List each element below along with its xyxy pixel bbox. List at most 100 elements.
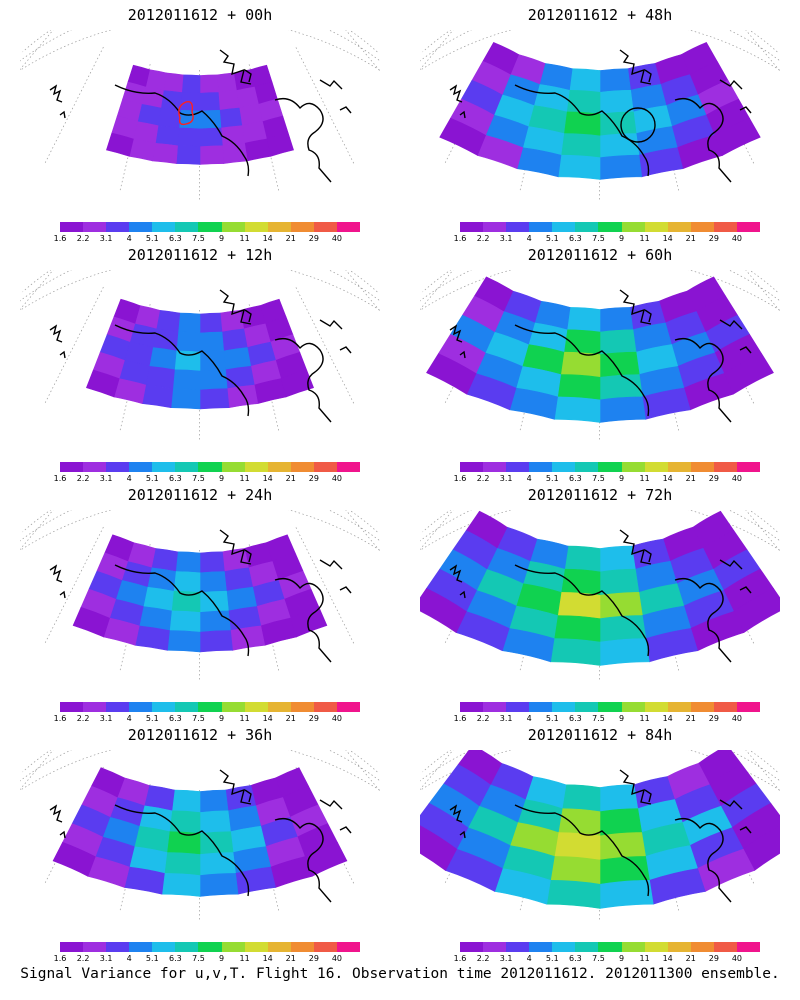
variance-cell <box>217 90 240 111</box>
variance-cell <box>199 369 228 391</box>
colorbar-swatch <box>152 942 176 952</box>
panel-title: 2012011612 + 00h <box>127 6 273 24</box>
observation-circle <box>620 107 656 143</box>
panel-title: 2012011612 + 48h <box>527 6 673 24</box>
colorbar <box>460 222 761 232</box>
panel-title: 2012011612 + 24h <box>127 486 273 504</box>
variance-cell <box>175 331 201 353</box>
coastline-archipelago <box>219 769 252 805</box>
variance-field <box>106 64 294 165</box>
colorbar-swatch <box>644 462 668 472</box>
variance-cell <box>599 374 643 401</box>
colorbar-label: 29 <box>708 954 719 963</box>
variance-cell <box>177 127 201 148</box>
variance-cell <box>599 307 634 333</box>
colorbar-labels: 1.6 2.2 3.1 4 5.1 6.3 7.5 9 11 14 21 29 40 <box>54 234 360 244</box>
colorbar-swatch <box>506 942 530 952</box>
variance-field <box>86 298 314 410</box>
colorbar-swatch <box>713 702 737 712</box>
colorbar-swatch <box>690 222 714 232</box>
panel-title: 2012011612 + 36h <box>127 726 273 744</box>
colorbar-label: 9 <box>218 714 225 723</box>
variance-cell <box>155 125 180 147</box>
variance-cell <box>599 351 640 378</box>
colorbar-swatch <box>175 462 199 472</box>
colorbar-swatch <box>198 222 222 232</box>
variance-cell <box>134 625 170 651</box>
panel-title: 2012011612 + 60h <box>527 246 673 264</box>
meridian-line <box>295 287 355 404</box>
variance-cell <box>199 590 229 613</box>
colorbar-swatch <box>483 222 507 232</box>
colorbar-label: 11 <box>239 714 250 723</box>
variance-cell <box>199 312 223 334</box>
colorbar-label: 9 <box>618 714 625 723</box>
coastline-west <box>449 564 466 599</box>
parallel-line <box>20 750 380 782</box>
coastline-archipelago <box>219 49 252 85</box>
variance-cell <box>52 841 96 877</box>
variance-cell <box>181 74 201 94</box>
coastline-archipelago <box>619 529 652 565</box>
colorbar-label: 7.5 <box>592 474 605 483</box>
meridian-line <box>44 286 104 404</box>
variance-map <box>20 30 380 201</box>
meridian-line <box>345 510 380 552</box>
coastline-archipelago <box>219 289 252 325</box>
variance-cell <box>546 879 601 909</box>
colorbar-swatch <box>460 222 484 232</box>
variance-map <box>420 510 780 681</box>
coastline-northeast <box>719 79 752 114</box>
variance-cell <box>169 610 201 633</box>
variance-cell <box>557 374 601 401</box>
parallel-line <box>20 270 380 311</box>
colorbar-swatch <box>506 462 530 472</box>
colorbar-swatch <box>336 222 361 232</box>
colorbar-label: 7.5 <box>592 234 605 243</box>
coastline-archipelago <box>619 49 652 85</box>
variance-cell <box>599 154 643 180</box>
coastlines <box>49 289 352 423</box>
colorbar-label: 9 <box>218 474 225 483</box>
variance-cell <box>199 610 231 633</box>
colorbar-label: 4 <box>126 954 132 963</box>
colorbar-label: 2.2 <box>476 474 490 483</box>
colorbar-swatch <box>83 462 107 472</box>
colorbar-label: 4 <box>126 234 132 243</box>
variance-cell <box>550 638 601 666</box>
forecast-panel: 2012011612 + 48h 1.6 2.2 3.1 4 5.1 6.3 7.5 9 11 1… <box>400 0 800 243</box>
colorbar-label: 9 <box>618 474 625 483</box>
parallel-line <box>22 510 378 533</box>
colorbar-label: 21 <box>685 474 696 483</box>
colorbar-swatch <box>506 702 530 712</box>
colorbar-swatch <box>313 702 337 712</box>
colorbar-label: 6.3 <box>169 474 182 483</box>
colorbar-swatch <box>713 942 737 952</box>
colorbar-label: 1.6 <box>53 234 67 243</box>
meridian-line <box>420 510 454 551</box>
colorbar-swatch <box>621 702 645 712</box>
colorbar-swatch <box>106 222 130 232</box>
variance-cell <box>171 789 201 813</box>
variance-cell <box>164 852 201 876</box>
colorbar-label: 6.3 <box>169 714 182 723</box>
colorbar-swatch <box>336 462 361 472</box>
colorbar <box>460 462 761 472</box>
variance-cell <box>553 615 601 643</box>
parallel-line <box>20 30 380 62</box>
colorbar-label: 29 <box>308 714 319 723</box>
meridian-line <box>345 30 380 72</box>
colorbar-label: 29 <box>308 954 319 963</box>
colorbar-label: 11 <box>639 234 650 243</box>
variance-cell <box>599 133 640 159</box>
variance-field <box>426 276 774 423</box>
colorbar-swatch <box>529 702 553 712</box>
meridian-line <box>295 527 355 644</box>
colorbar-label: 29 <box>708 234 719 243</box>
colorbar-swatch <box>336 942 361 952</box>
colorbar-label: 14 <box>662 474 673 483</box>
colorbar-label: 2.2 <box>476 234 490 243</box>
colorbar-label: 40 <box>331 714 343 723</box>
colorbar-swatch <box>83 222 107 232</box>
variance-cell <box>160 90 183 111</box>
